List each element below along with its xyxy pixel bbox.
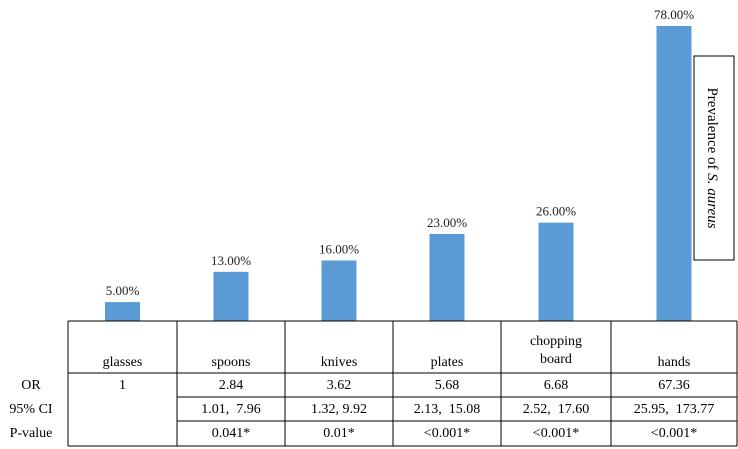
data-label-chopping-board: 26.00% [536, 204, 576, 219]
table-cell: 5.68 [435, 378, 460, 393]
row-header-p-value: P-value [10, 426, 53, 441]
category-label-hands: hands [658, 355, 691, 370]
legend-label-italic: S. aureus [704, 173, 720, 228]
table-cell: 0.01* [323, 426, 355, 441]
row-header-or: OR [21, 378, 41, 393]
table-cell: <0.001* [651, 426, 697, 441]
category-label-spoons: spoons [212, 355, 251, 370]
data-table: glasses spoons knives plates chopping board ha… [9, 320, 738, 447]
data-labels: 5.00% 13.00% 16.00% 23.00% 26.00% 78.00% [106, 7, 695, 298]
data-label-knives: 16.00% [319, 241, 359, 256]
table-cell: 67.36 [658, 378, 690, 393]
data-label-spoons: 13.00% [211, 253, 251, 268]
table-cell: 1 [119, 378, 126, 393]
data-label-plates: 23.00% [427, 215, 467, 230]
table-cell: <0.001* [424, 426, 470, 441]
table-cell: 6.68 [544, 378, 569, 393]
category-label-chopping-board: chopping board [530, 334, 582, 367]
legend-label: Prevalence of S. aureus [704, 87, 720, 228]
legend: Prevalence of S. aureus [693, 55, 735, 261]
bar-plates [429, 234, 465, 321]
bar-spoons [213, 271, 249, 321]
legend-label-plain: Prevalence of [704, 87, 720, 173]
row-header-95-ci: 95% CI [9, 402, 53, 417]
category-label-glasses: glasses [103, 355, 143, 370]
data-label-hands: 78.00% [654, 7, 694, 22]
table-cell: 2.13, 15.08 [414, 402, 481, 417]
bar-glasses [105, 302, 140, 321]
bar-hands [656, 26, 692, 321]
category-label-plates: plates [431, 355, 464, 370]
legend-box [693, 55, 735, 261]
table-cell: 0.041* [212, 426, 251, 441]
bar-series [105, 26, 692, 321]
bar-chopping-board [538, 222, 574, 321]
table-cell: 1.32, 9.92 [311, 402, 367, 417]
table-cell: <0.001* [533, 426, 579, 441]
bar-knives [321, 260, 357, 321]
table-cell: 3.62 [327, 378, 352, 393]
table-cell: 25.95, 173.77 [634, 402, 715, 417]
table-cell: 1.01, 7.96 [201, 402, 261, 417]
category-label-knives: knives [321, 355, 358, 370]
table-cell: 2.52, 17.60 [523, 402, 590, 417]
table-cell: 2.84 [219, 378, 244, 393]
data-label-glasses: 5.00% [106, 283, 140, 298]
